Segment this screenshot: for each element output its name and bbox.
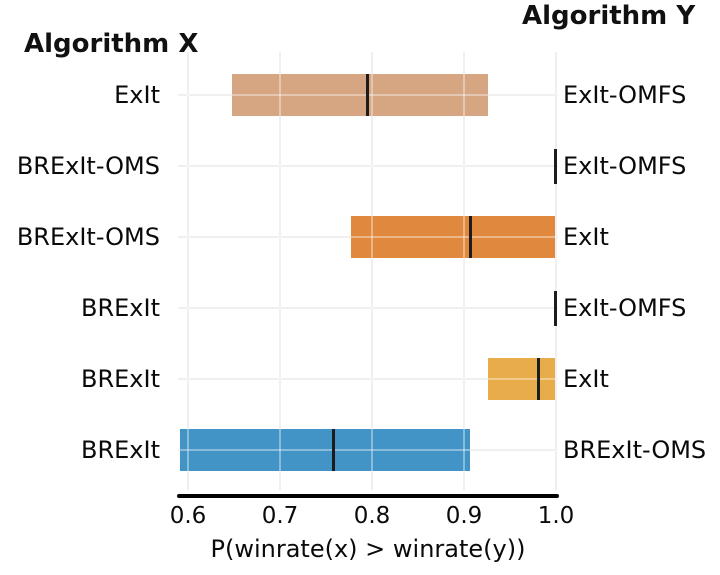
median-line <box>331 429 335 471</box>
gridline-overlay <box>463 52 465 490</box>
algorithm-y-row-label: ExIt-OMFS <box>563 294 687 322</box>
x-axis-line <box>177 494 559 498</box>
algorithm-x-row-label: BRExIt <box>81 294 160 322</box>
vertical-gridline <box>555 52 557 490</box>
algorithm-x-row-label: BRExIt-OMS <box>16 223 160 251</box>
gridline-overlay <box>178 307 558 309</box>
gridline-overlay <box>279 52 281 490</box>
x-tick-label: 0.7 <box>261 503 299 529</box>
algorithm-x-row-label: BRExIt-OMS <box>16 152 160 180</box>
horizontal-gridline <box>178 165 558 167</box>
horizontal-gridline <box>178 307 558 309</box>
x-tick-label: 0.9 <box>445 503 483 529</box>
x-axis-label: P(winrate(x) > winrate(y)) <box>210 535 526 563</box>
median-line <box>365 74 369 116</box>
horizontal-gridline <box>178 378 558 380</box>
algorithm-y-row-label: ExIt-OMFS <box>563 152 687 180</box>
vertical-gridline <box>371 52 373 490</box>
x-tick-label: 0.6 <box>169 503 207 529</box>
algorithm-x-row-label: BRExIt <box>81 436 160 464</box>
gridline-overlay <box>178 449 558 451</box>
gridline-overlay <box>178 236 558 238</box>
algorithm-x-column-title: Algorithm X <box>24 29 199 59</box>
gridline-overlay <box>178 165 558 167</box>
x-tick-label: 1.0 <box>537 503 575 529</box>
gridline-overlay <box>187 52 189 490</box>
median-line <box>468 216 472 258</box>
vertical-gridline <box>187 52 189 490</box>
gridline-overlay <box>555 52 557 490</box>
median-line <box>537 358 541 400</box>
vertical-gridline <box>279 52 281 490</box>
algorithm-y-row-label: ExIt <box>563 223 609 251</box>
vertical-gridline <box>463 52 465 490</box>
gridline-overlay <box>371 52 373 490</box>
x-tick-label: 0.8 <box>353 503 391 529</box>
algorithm-y-row-label: ExIt <box>563 365 609 393</box>
algorithm-x-row-label: BRExIt <box>81 365 160 393</box>
credible-interval-bar <box>487 358 556 400</box>
credible-interval-bar <box>179 429 471 471</box>
algorithm-y-column-title: Algorithm Y <box>522 1 696 31</box>
credible-interval-bar <box>350 216 556 258</box>
algorithm-x-row-label: ExIt <box>114 81 160 109</box>
algorithm-y-row-label: BRExIt-OMS <box>563 436 707 464</box>
median-line <box>553 148 557 184</box>
median-line <box>553 290 557 326</box>
algorithm-y-row-label: ExIt-OMFS <box>563 81 687 109</box>
credible-interval-bar <box>232 74 488 116</box>
gridline-overlay <box>178 378 558 380</box>
